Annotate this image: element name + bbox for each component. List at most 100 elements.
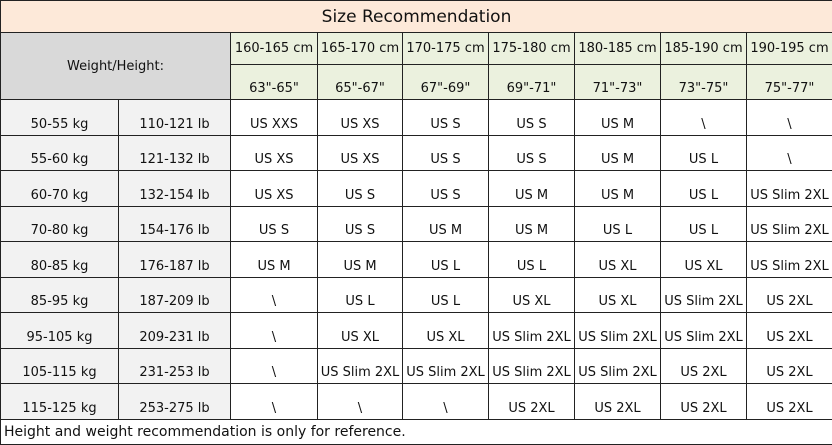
size-cell: US L (489, 242, 575, 278)
size-cell: US S (403, 135, 489, 171)
size-cell: US XS (318, 135, 403, 171)
weight-lb-cell: 253-275 lb (119, 384, 231, 420)
size-cell: US Slim 2XL (575, 313, 661, 349)
weight-kg-cell: 55-60 kg (1, 135, 119, 171)
size-cell: US Slim 2XL (318, 348, 403, 384)
size-cell: \ (403, 384, 489, 420)
size-cell: US L (661, 135, 747, 171)
height-in-header: 71"-73" (575, 65, 661, 100)
size-cell: US XL (661, 242, 747, 278)
weight-lb-cell: 187-209 lb (119, 277, 231, 313)
size-cell: US XL (575, 242, 661, 278)
size-cell: US L (403, 277, 489, 313)
size-cell: US M (403, 206, 489, 242)
size-cell: US L (403, 242, 489, 278)
weight-kg-cell: 95-105 kg (1, 313, 119, 349)
size-cell: US 2XL (661, 348, 747, 384)
size-cell: US Slim 2XL (747, 206, 832, 242)
size-cell: US S (403, 100, 489, 136)
size-cell: US Slim 2XL (489, 313, 575, 349)
weight-kg-cell: 85-95 kg (1, 277, 119, 313)
height-cm-header: 180-185 cm (575, 33, 661, 65)
size-cell: US 2XL (661, 384, 747, 420)
size-cell: US S (489, 135, 575, 171)
height-cm-header: 160-165 cm (231, 33, 318, 65)
size-cell: US L (661, 206, 747, 242)
height-cm-header: 175-180 cm (489, 33, 575, 65)
size-cell: US XS (231, 135, 318, 171)
weight-lb-cell: 209-231 lb (119, 313, 231, 349)
height-cm-header: 170-175 cm (403, 33, 489, 65)
size-cell: US L (318, 277, 403, 313)
size-cell: US Slim 2XL (661, 313, 747, 349)
weight-lb-cell: 231-253 lb (119, 348, 231, 384)
size-cell: US XL (318, 313, 403, 349)
weight-lb-cell: 154-176 lb (119, 206, 231, 242)
size-cell: US Slim 2XL (747, 242, 832, 278)
height-cm-header: 190-195 cm (747, 33, 832, 65)
size-cell: US 2XL (489, 384, 575, 420)
size-cell: \ (231, 348, 318, 384)
size-cell: US M (489, 171, 575, 207)
weight-kg-cell: 70-80 kg (1, 206, 119, 242)
size-cell: US S (489, 100, 575, 136)
size-cell: \ (318, 384, 403, 420)
size-cell: US S (318, 171, 403, 207)
weight-kg-cell: 115-125 kg (1, 384, 119, 420)
size-cell: US Slim 2XL (661, 277, 747, 313)
size-cell: US M (489, 206, 575, 242)
weight-kg-cell: 105-115 kg (1, 348, 119, 384)
weight-kg-cell: 80-85 kg (1, 242, 119, 278)
weight-lb-cell: 132-154 lb (119, 171, 231, 207)
size-cell: US XL (575, 277, 661, 313)
size-cell: US S (231, 206, 318, 242)
size-cell: \ (747, 135, 832, 171)
size-cell: US M (318, 242, 403, 278)
height-cm-header: 165-170 cm (318, 33, 403, 65)
size-cell: US XS (318, 100, 403, 136)
weight-lb-cell: 110-121 lb (119, 100, 231, 136)
weight-kg-cell: 50-55 kg (1, 100, 119, 136)
weight-lb-cell: 121-132 lb (119, 135, 231, 171)
height-in-header: 67"-69" (403, 65, 489, 100)
size-cell: US 2XL (747, 277, 832, 313)
size-cell: US 2XL (747, 384, 832, 420)
size-cell: US 2XL (575, 384, 661, 420)
size-cell: US Slim 2XL (489, 348, 575, 384)
size-cell: US XL (403, 313, 489, 349)
weight-height-label: Weight/Height: (1, 33, 231, 100)
height-in-header: 75"-77" (747, 65, 832, 100)
table-title: Size Recommendation (1, 1, 832, 33)
size-cell: US XL (489, 277, 575, 313)
size-cell: US XXS (231, 100, 318, 136)
size-cell: US M (231, 242, 318, 278)
size-cell: US Slim 2XL (403, 348, 489, 384)
height-in-header: 63"-65" (231, 65, 318, 100)
size-cell: US 2XL (747, 348, 832, 384)
size-cell: US Slim 2XL (747, 171, 832, 207)
weight-kg-cell: 60-70 kg (1, 171, 119, 207)
height-cm-header: 185-190 cm (661, 33, 747, 65)
footnote: Height and weight recommendation is only… (1, 419, 832, 444)
size-cell: \ (231, 313, 318, 349)
height-in-header: 73"-75" (661, 65, 747, 100)
size-cell: US M (575, 135, 661, 171)
size-cell: US S (318, 206, 403, 242)
height-in-header: 65"-67" (318, 65, 403, 100)
size-cell: US XS (231, 171, 318, 207)
weight-lb-cell: 176-187 lb (119, 242, 231, 278)
size-cell: \ (231, 384, 318, 420)
size-cell: US L (661, 171, 747, 207)
size-cell: US M (575, 100, 661, 136)
height-in-header: 69"-71" (489, 65, 575, 100)
